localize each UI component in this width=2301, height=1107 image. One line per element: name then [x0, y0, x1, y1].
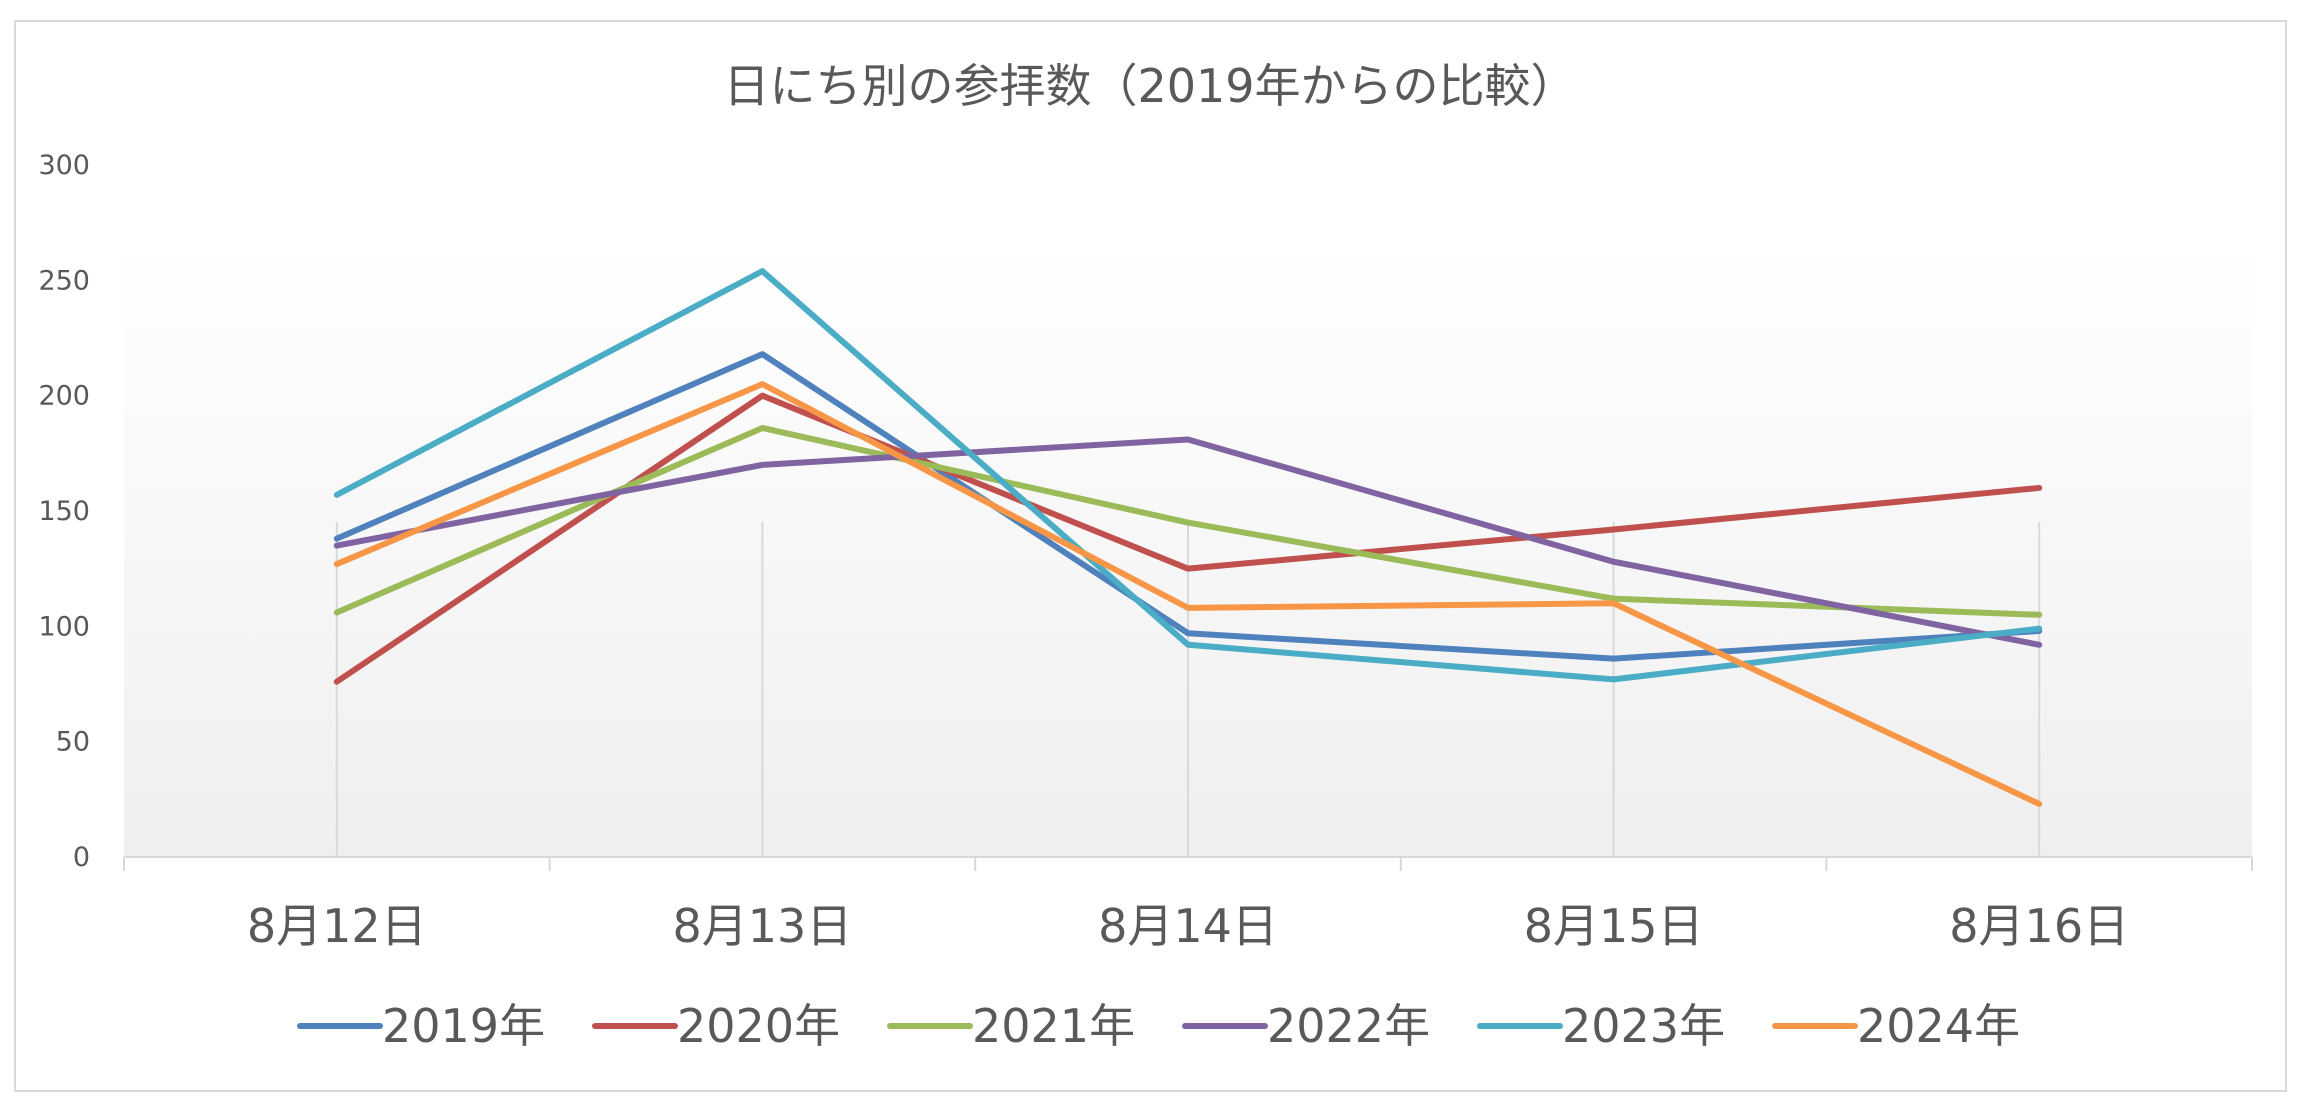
series-line — [333, 381, 2043, 807]
series-line — [333, 268, 2043, 683]
x-axis-tick-labels: 8月12日 8月13日 8月14日 8月15日 8月16日 — [247, 899, 2129, 953]
x-tick-label: 8月14日 — [1098, 899, 1278, 953]
legend-label: 2020年 — [677, 999, 840, 1053]
x-axis — [123, 856, 2253, 871]
y-tick-label: 250 — [38, 265, 90, 296]
legend-label: 2019年 — [382, 999, 545, 1053]
legend-label: 2023年 — [1562, 999, 1725, 1053]
legend-label: 2024年 — [1857, 999, 2020, 1053]
y-tick-label: 0 — [73, 842, 90, 873]
y-tick-label: 200 — [38, 381, 90, 412]
legend-label: 2021年 — [972, 999, 1135, 1053]
y-axis-tick-labels: 0 50 100 150 200 250 300 — [38, 150, 90, 873]
series-line — [333, 436, 2043, 648]
legend-label: 2022年 — [1267, 999, 1430, 1053]
y-tick-label: 150 — [38, 496, 90, 527]
y-tick-label: 50 — [56, 727, 90, 758]
series-lines — [333, 268, 2043, 807]
x-tick-label: 8月15日 — [1524, 899, 1704, 953]
x-tick-label: 8月13日 — [672, 899, 852, 953]
chart-title: 日にち別の参拝数（2019年からの比較） — [723, 59, 1576, 113]
x-tick-label: 8月16日 — [1949, 899, 2129, 953]
y-tick-label: 100 — [38, 611, 90, 642]
x-tick-label: 8月12日 — [247, 899, 427, 953]
y-tick-label: 300 — [38, 150, 90, 181]
series-line — [333, 351, 2043, 662]
legend: 2019年 2020年 2021年 2022年 2023年 2024年 — [297, 999, 2020, 1053]
